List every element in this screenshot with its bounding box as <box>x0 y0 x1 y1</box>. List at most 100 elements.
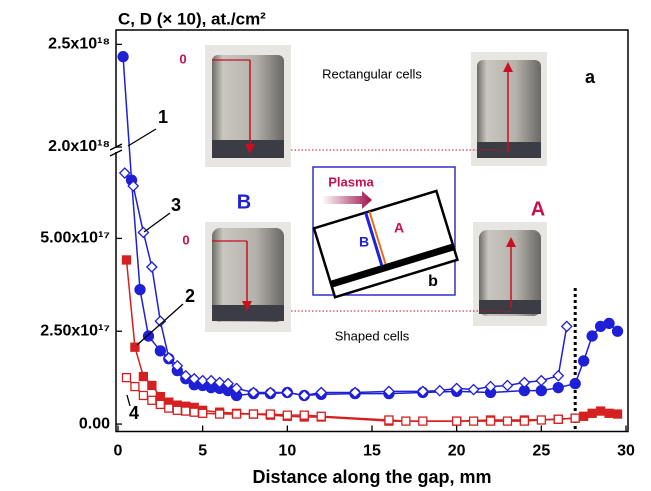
photo-shaped-left <box>205 222 291 332</box>
data-point <box>162 352 175 364</box>
data-point <box>384 415 394 425</box>
data-point <box>578 355 590 367</box>
data-point <box>196 374 209 387</box>
data-point <box>214 409 225 419</box>
data-point <box>248 409 259 419</box>
data-point <box>416 385 429 398</box>
annotation: B <box>359 234 369 250</box>
data-point <box>518 376 531 389</box>
data-point <box>433 384 446 397</box>
data-point <box>154 315 167 328</box>
curve-leader <box>143 212 171 233</box>
y-tick-label: 2.50x10¹⁷ <box>40 322 110 339</box>
data-point <box>171 359 184 372</box>
data-point <box>188 372 201 385</box>
data-point <box>138 390 149 401</box>
data-point <box>586 330 598 342</box>
annotation: A <box>394 220 404 236</box>
data-point <box>172 405 182 415</box>
data-point <box>299 410 309 420</box>
data-point <box>121 373 132 383</box>
data-point <box>316 411 326 421</box>
data-point <box>282 410 292 420</box>
data-point <box>467 383 480 396</box>
x-tick-label: 15 <box>363 443 381 460</box>
data-point <box>222 377 234 390</box>
axis-break-mark <box>109 149 123 157</box>
data-point <box>281 386 294 399</box>
data-point <box>189 407 199 417</box>
data-point <box>570 413 580 423</box>
data-point <box>264 386 277 399</box>
inset-diagram <box>312 166 459 299</box>
annotation: A <box>531 198 545 220</box>
axis-title: C, D (× 10), at./cm² <box>118 9 266 28</box>
curve-leader <box>127 128 157 147</box>
data-point <box>155 391 165 402</box>
y-tick-label: 0.00 <box>79 415 110 432</box>
data-point <box>315 386 328 399</box>
data-point <box>147 395 157 405</box>
x-tick-label: 30 <box>617 443 635 460</box>
data-point <box>519 416 530 426</box>
data-point <box>205 374 218 387</box>
x-tick-label: 25 <box>532 443 550 460</box>
curve-leader <box>136 303 184 346</box>
data-point <box>612 409 623 419</box>
data-point <box>535 385 547 397</box>
x-tick-label: 5 <box>198 443 207 460</box>
y-tick-label: 2.0x10¹⁸ <box>48 138 110 155</box>
curve-label: 4 <box>129 403 139 423</box>
annotation: 0 <box>179 51 186 66</box>
curve-leader <box>126 394 131 407</box>
data-point <box>179 369 192 382</box>
data-point <box>604 408 614 418</box>
data-point <box>611 325 624 337</box>
y-tick-label: 5.00x10¹⁷ <box>40 230 110 247</box>
data-point <box>452 416 462 426</box>
x-tick-label: 10 <box>278 443 296 460</box>
data-point <box>147 380 157 391</box>
data-point <box>485 416 496 426</box>
x-tick-label: 0 <box>114 443 123 460</box>
data-point <box>247 386 260 399</box>
data-point <box>552 369 565 382</box>
data-point <box>418 416 428 426</box>
x-tick-label: 20 <box>448 443 466 460</box>
data-point <box>138 371 149 382</box>
annotation: b <box>428 273 438 290</box>
data-point <box>142 330 155 342</box>
data-point <box>134 284 146 296</box>
data-point <box>121 255 132 265</box>
data-point <box>349 386 361 399</box>
curve-label: 2 <box>185 286 195 306</box>
data-point <box>595 406 606 416</box>
data-point <box>502 416 513 426</box>
data-point <box>127 180 140 192</box>
data-point <box>155 399 165 410</box>
annotation: a <box>585 67 596 87</box>
data-point <box>198 408 208 418</box>
data-point <box>569 377 581 390</box>
data-point <box>603 317 615 330</box>
data-point <box>536 415 546 425</box>
data-point <box>535 374 548 387</box>
data-point <box>181 406 191 416</box>
data-point <box>117 51 129 63</box>
data-point <box>552 382 564 394</box>
data-point <box>230 382 243 395</box>
data-point <box>154 345 166 357</box>
data-point <box>560 320 573 333</box>
data-point <box>501 379 514 392</box>
data-point <box>450 382 463 395</box>
photo-rect-left <box>205 45 291 167</box>
data-point <box>231 409 242 419</box>
data-point <box>468 416 479 426</box>
data-point <box>553 414 563 424</box>
data-point <box>579 411 589 421</box>
annotation: Rectangular cells <box>322 66 422 81</box>
data-point <box>383 385 395 398</box>
data-point <box>401 416 411 426</box>
photo-shaped-right <box>473 222 547 326</box>
